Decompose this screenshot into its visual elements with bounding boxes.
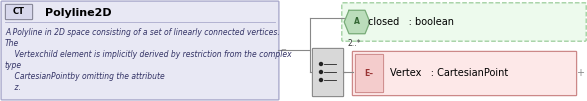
Circle shape: [319, 70, 322, 74]
Text: 2..*: 2..*: [348, 39, 362, 48]
FancyBboxPatch shape: [342, 3, 586, 41]
Text: A Polyline in 2D space consisting of a set of linearly connected vertices.: A Polyline in 2D space consisting of a s…: [5, 28, 280, 37]
Text: E–: E–: [365, 68, 373, 77]
Circle shape: [319, 63, 322, 66]
Text: z.: z.: [5, 83, 21, 92]
FancyBboxPatch shape: [352, 51, 576, 96]
FancyBboxPatch shape: [312, 48, 343, 97]
Text: +: +: [576, 68, 584, 78]
Text: A: A: [354, 17, 360, 26]
Circle shape: [319, 78, 322, 82]
FancyBboxPatch shape: [5, 4, 33, 20]
Text: CT: CT: [13, 7, 25, 16]
Text: Vertexchild element is implicitly derived by restriction from the complex: Vertexchild element is implicitly derive…: [5, 50, 292, 59]
Text: CartesianPointby omitting the attribute: CartesianPointby omitting the attribute: [5, 72, 165, 81]
FancyBboxPatch shape: [1, 1, 279, 100]
Text: The: The: [5, 39, 19, 48]
Polygon shape: [344, 10, 370, 34]
Text: type: type: [5, 61, 22, 70]
Text: −: −: [280, 47, 286, 53]
Text: Polyline2D: Polyline2D: [45, 8, 112, 18]
Text: closed   : boolean: closed : boolean: [368, 17, 454, 27]
FancyBboxPatch shape: [355, 54, 383, 93]
Text: Vertex   : CartesianPoint: Vertex : CartesianPoint: [390, 68, 508, 78]
